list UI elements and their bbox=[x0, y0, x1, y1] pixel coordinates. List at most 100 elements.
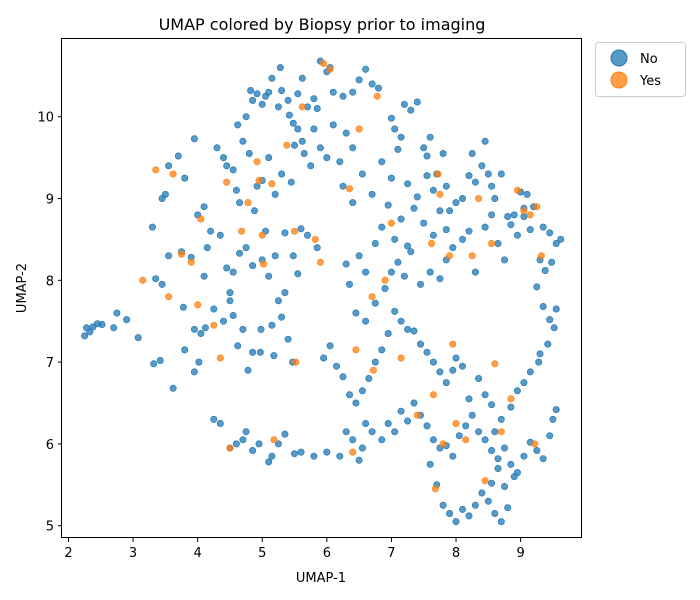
point-yes bbox=[253, 158, 261, 166]
point-yes bbox=[429, 391, 437, 399]
point-no bbox=[452, 518, 460, 526]
point-no bbox=[307, 162, 315, 170]
point-no bbox=[362, 317, 370, 325]
point-no bbox=[278, 313, 286, 321]
point-yes bbox=[431, 485, 439, 493]
point-yes bbox=[238, 227, 246, 235]
legend-label-yes: Yes bbox=[639, 74, 661, 89]
point-no bbox=[258, 100, 266, 108]
point-no bbox=[268, 321, 276, 329]
point-no bbox=[468, 150, 476, 158]
point-no bbox=[181, 174, 189, 182]
point-no bbox=[229, 268, 237, 276]
point-no bbox=[404, 242, 412, 250]
point-no bbox=[471, 501, 479, 509]
point-no bbox=[371, 240, 379, 248]
point-no bbox=[232, 186, 240, 194]
point-no bbox=[358, 387, 366, 395]
point-yes bbox=[345, 185, 353, 193]
y-tick-label: 8 bbox=[46, 274, 54, 289]
point-no bbox=[494, 240, 502, 248]
point-no bbox=[387, 174, 395, 182]
point-no bbox=[497, 518, 505, 526]
point-yes bbox=[368, 293, 376, 301]
point-no bbox=[242, 428, 250, 436]
point-no bbox=[339, 373, 347, 381]
point-no bbox=[436, 275, 444, 283]
point-no bbox=[242, 113, 250, 121]
point-no bbox=[310, 95, 318, 103]
point-yes bbox=[531, 440, 539, 448]
point-yes bbox=[475, 195, 483, 203]
point-yes bbox=[216, 354, 224, 362]
y-tick-label: 7 bbox=[46, 356, 54, 371]
point-yes bbox=[462, 436, 470, 444]
point-no bbox=[478, 162, 486, 170]
point-no bbox=[426, 460, 434, 468]
point-no bbox=[416, 280, 424, 288]
point-no bbox=[244, 366, 252, 374]
point-no bbox=[513, 387, 521, 395]
point-no bbox=[452, 199, 460, 207]
point-no bbox=[410, 327, 418, 335]
point-yes bbox=[270, 436, 278, 444]
point-no bbox=[216, 231, 224, 239]
point-no bbox=[533, 446, 541, 454]
point-yes bbox=[165, 293, 173, 301]
point-no bbox=[290, 450, 298, 458]
point-no bbox=[546, 316, 554, 324]
point-no bbox=[552, 305, 560, 313]
point-yes bbox=[446, 252, 454, 260]
point-no bbox=[313, 105, 321, 113]
legend-label-no: No bbox=[640, 52, 658, 67]
point-no bbox=[420, 219, 428, 227]
point-no bbox=[541, 266, 549, 274]
point-no bbox=[458, 505, 466, 513]
point-no bbox=[391, 125, 399, 133]
point-no bbox=[404, 180, 412, 188]
point-no bbox=[236, 249, 244, 257]
points-layer bbox=[81, 57, 565, 526]
point-no bbox=[557, 235, 565, 243]
point-no bbox=[200, 272, 208, 280]
point-no bbox=[179, 303, 187, 311]
point-yes bbox=[290, 227, 298, 235]
point-no bbox=[378, 346, 386, 354]
point-yes bbox=[434, 170, 442, 178]
point-no bbox=[271, 190, 279, 198]
point-no bbox=[410, 399, 418, 407]
point-no bbox=[323, 154, 331, 162]
point-no bbox=[429, 231, 437, 239]
point-no bbox=[203, 244, 211, 252]
point-yes bbox=[427, 240, 435, 248]
point-no bbox=[429, 358, 437, 366]
point-no bbox=[368, 190, 376, 198]
point-no bbox=[161, 190, 169, 198]
point-no bbox=[520, 379, 528, 387]
point-no bbox=[397, 407, 405, 415]
point-no bbox=[239, 137, 247, 145]
point-no bbox=[391, 428, 399, 436]
x-tick-label: 9 bbox=[516, 546, 524, 561]
point-no bbox=[465, 512, 473, 520]
point-no bbox=[442, 226, 450, 234]
point-yes bbox=[244, 199, 252, 207]
point-no bbox=[210, 305, 218, 313]
point-no bbox=[471, 178, 479, 186]
point-yes bbox=[178, 250, 186, 258]
point-no bbox=[349, 436, 357, 444]
point-yes bbox=[488, 240, 496, 248]
point-no bbox=[404, 417, 412, 425]
point-yes bbox=[497, 428, 505, 436]
point-yes bbox=[255, 177, 263, 185]
point-yes bbox=[468, 252, 476, 260]
point-no bbox=[310, 452, 318, 460]
point-no bbox=[278, 87, 286, 95]
point-no bbox=[201, 324, 209, 332]
point-no bbox=[281, 229, 289, 237]
point-no bbox=[458, 195, 466, 203]
point-no bbox=[546, 229, 554, 237]
point-no bbox=[345, 391, 353, 399]
point-yes bbox=[298, 103, 306, 111]
point-no bbox=[326, 342, 334, 350]
